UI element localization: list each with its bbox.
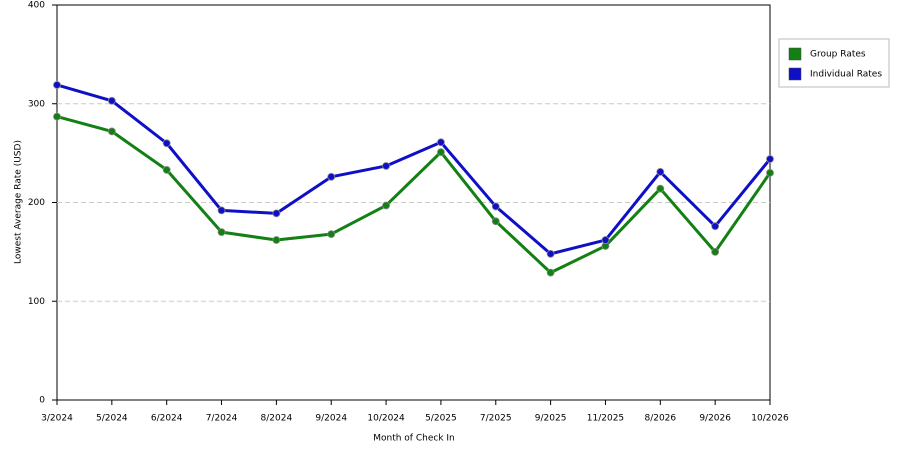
data-point (711, 247, 720, 256)
legend-swatch (788, 47, 802, 61)
data-point (491, 217, 500, 226)
x-tick-label: 9/2026 (699, 414, 731, 424)
data-point (272, 236, 281, 244)
series-line (56, 83, 772, 256)
x-tick-label: 10/2026 (751, 414, 789, 424)
data-point (766, 155, 774, 163)
data-point (107, 127, 116, 136)
y-tick-label: 400 (28, 1, 45, 11)
data-point (437, 138, 445, 147)
x-axis-label: Month of Check In (373, 434, 455, 444)
x-tick-label: 11/2025 (587, 414, 624, 424)
data-point (766, 168, 774, 177)
y-tick-label: 300 (28, 99, 45, 109)
data-point (107, 96, 116, 105)
data-point (382, 201, 390, 210)
legend-label: Individual Rates (810, 70, 882, 80)
y-tick-label: 100 (28, 297, 45, 307)
data-point (162, 166, 171, 174)
legend-label: Group Rates (810, 50, 866, 60)
data-point (217, 228, 226, 237)
x-tick-label: 5/2024 (96, 414, 128, 424)
x-tick-label: 8/2024 (261, 414, 293, 424)
data-point (546, 249, 555, 258)
x-tick-label: 9/2024 (315, 414, 347, 424)
data-point (53, 81, 61, 89)
data-point (656, 184, 665, 193)
x-tick-label: 8/2026 (644, 414, 676, 424)
y-axis-label: Lowest Average Rate (USD) (14, 140, 24, 264)
x-tick-label: 9/2025 (535, 414, 567, 424)
x-tick-label: 5/2025 (425, 414, 457, 424)
x-tick-label: 7/2025 (480, 414, 512, 424)
data-point (491, 202, 500, 211)
data-point (217, 206, 226, 215)
data-point (546, 268, 555, 277)
data-point (327, 230, 336, 239)
data-point (656, 167, 665, 176)
y-tick-label: 200 (28, 198, 45, 208)
data-point (327, 172, 336, 181)
x-tick-label: 7/2024 (206, 414, 238, 424)
x-tick-label: 6/2024 (151, 414, 183, 424)
data-point (711, 222, 720, 231)
x-tick-label: 10/2024 (367, 414, 405, 424)
series-line (56, 115, 772, 275)
legend-swatch (788, 67, 802, 81)
x-tick-label: 3/2024 (41, 414, 73, 424)
data-point (162, 139, 171, 148)
y-tick-label: 0 (39, 396, 45, 406)
data-point (382, 162, 390, 170)
data-point (272, 209, 281, 218)
data-point (601, 236, 610, 244)
data-point (53, 112, 61, 121)
data-point (437, 148, 445, 157)
